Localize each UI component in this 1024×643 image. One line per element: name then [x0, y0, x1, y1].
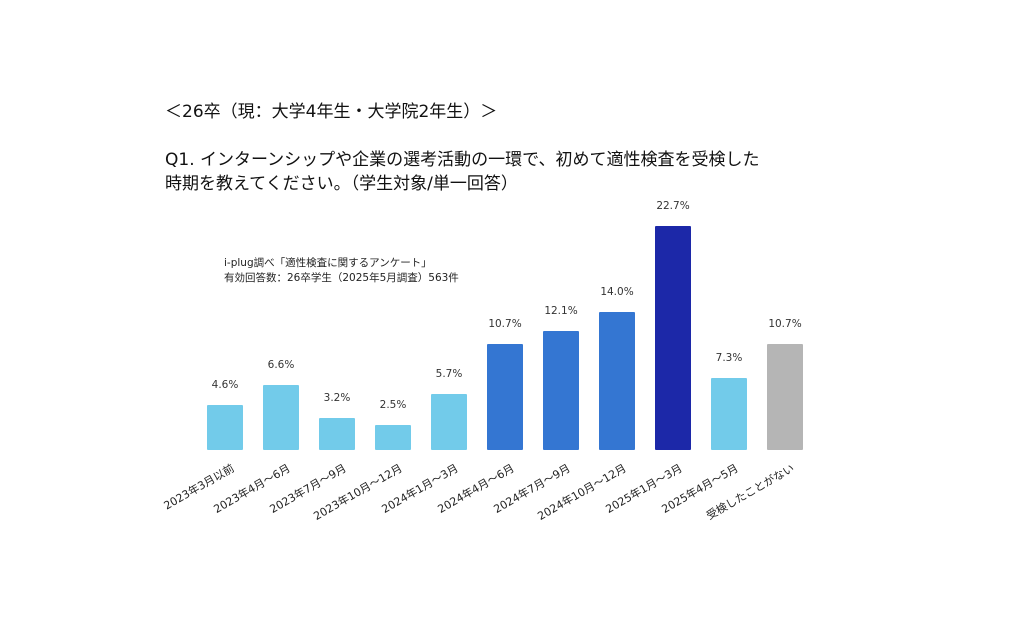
chart-title: Q1. インターンシップや企業の選考活動の一環で、初めて適性検査を受検した 時期…: [165, 148, 825, 196]
bar: [375, 425, 411, 450]
bar-value-label: 2.5%: [379, 399, 407, 411]
source-note: i-plug調べ「適性検査に関するアンケート」 有効回答数：26卒学生（2025…: [224, 256, 459, 286]
question-line-1: Q1. インターンシップや企業の選考活動の一環で、初めて適性検査を受検した: [165, 150, 760, 170]
bar-value-label: 6.6%: [267, 359, 295, 371]
bar-value-label: 10.7%: [488, 318, 522, 330]
source-line-1: i-plug調べ「適性検査に関するアンケート」: [224, 257, 432, 269]
bar: [543, 331, 579, 450]
bar: [431, 394, 467, 450]
bar-value-label: 5.7%: [435, 368, 463, 380]
bar: [319, 418, 355, 450]
bar: [711, 378, 747, 450]
bar-value-label: 12.1%: [544, 305, 578, 317]
bar: [263, 385, 299, 450]
bar-value-label: 7.3%: [715, 352, 743, 364]
bar: [487, 344, 523, 450]
bar-value-label: 14.0%: [600, 286, 634, 298]
bar: [655, 226, 691, 450]
bar: [207, 405, 243, 450]
bar-value-label: 3.2%: [323, 392, 351, 404]
question-line-2: 時期を教えてください。（学生対象/単一回答）: [165, 174, 518, 194]
bar-value-label: 10.7%: [768, 318, 802, 330]
source-line-2: 有効回答数：26卒学生（2025年5月調査）563件: [224, 272, 459, 284]
bar: [767, 344, 803, 450]
bar-value-label: 22.7%: [656, 200, 690, 212]
chart-subtitle: ＜26卒（現：大学4年生・大学院2年生）＞: [165, 102, 498, 122]
bar: [599, 312, 635, 450]
bar-value-label: 4.6%: [211, 379, 239, 391]
